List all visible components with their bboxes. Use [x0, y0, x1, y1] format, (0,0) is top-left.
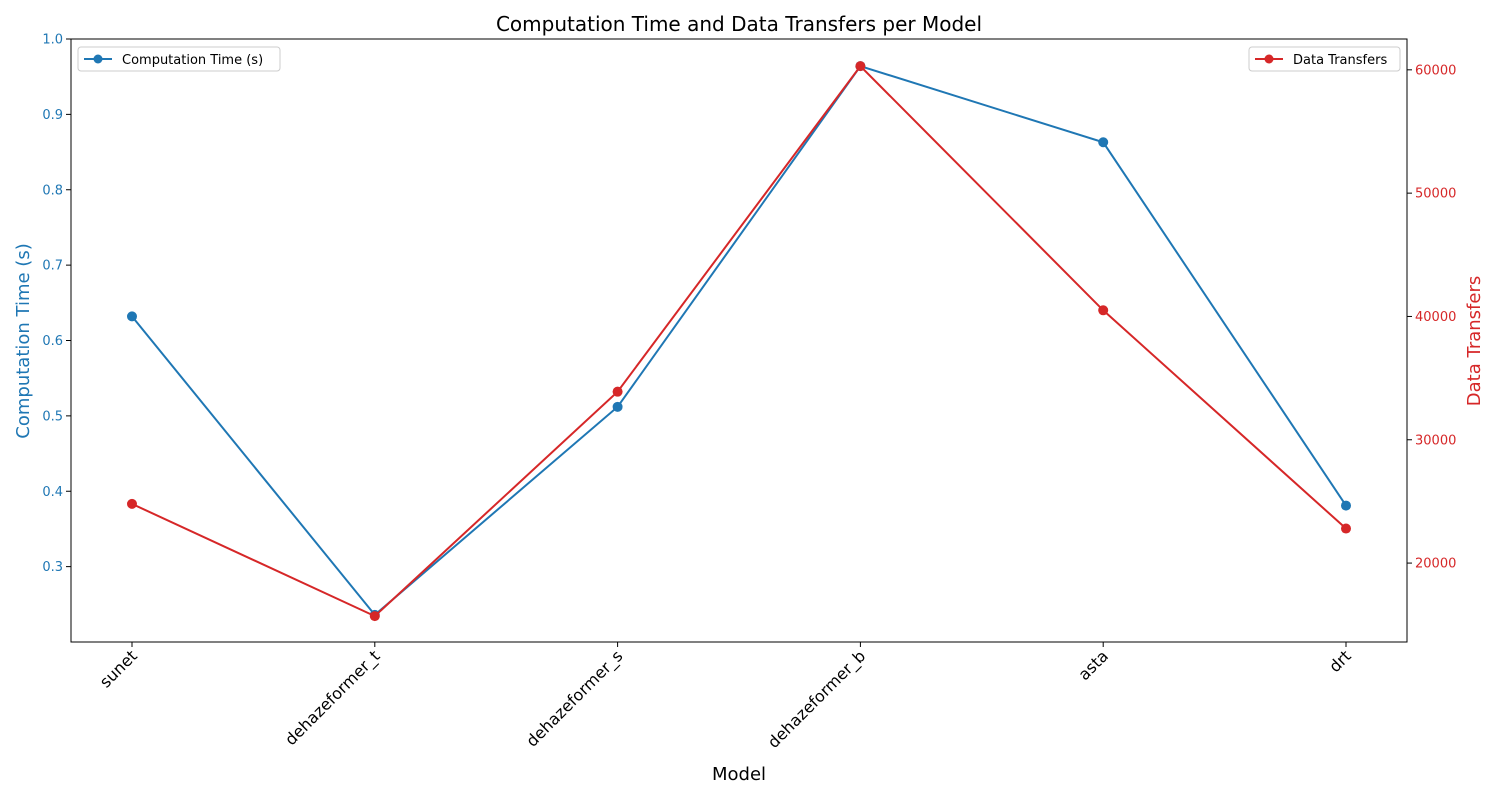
x-tick-label: dehazeformer_t: [281, 646, 384, 749]
legend-left-marker: [93, 54, 103, 64]
series-layer: [127, 61, 1351, 622]
computation-time-point: [127, 311, 137, 322]
legend-right: Data Transfers: [1248, 46, 1401, 72]
legend-right-label: Data Transfers: [1293, 53, 1387, 68]
x-tick-label: sunet: [96, 646, 141, 691]
right-tick-label: 40000: [1415, 310, 1456, 325]
left-axis-ticks: 0.3 0.4 0.5 0.6 0.7 0.8 0.9 1.0: [42, 33, 71, 575]
legend-right-box: [1248, 46, 1401, 72]
right-tick-label: 30000: [1415, 433, 1456, 448]
left-tick-label: 0.6: [42, 334, 63, 349]
computation-time-point: [612, 401, 623, 412]
right-tick-label: 50000: [1415, 187, 1456, 202]
legend-left: Computation Time (s): [77, 46, 281, 72]
data-transfers-point: [1341, 523, 1351, 534]
left-tick-label: 0.5: [42, 409, 63, 424]
left-tick-label: 0.4: [42, 485, 63, 500]
x-axis-ticks: sunet dehazeformer_t dehazeformer_s dehazef…: [96, 642, 1355, 753]
data-transfers-point: [369, 611, 380, 622]
x-tick-label: drt: [1325, 646, 1355, 676]
chart-title: Computation Time and Data Transfers per …: [496, 12, 982, 36]
left-tick-label: 0.8: [42, 183, 63, 198]
left-tick-label: 0.7: [42, 259, 63, 274]
right-tick-label: 60000: [1415, 63, 1456, 78]
plot-area: [70, 38, 1408, 643]
legend-left-label: Computation Time (s): [122, 53, 263, 68]
data-transfers-point: [612, 386, 623, 397]
x-axis-label: Model: [712, 764, 766, 785]
data-transfers-point: [855, 61, 866, 72]
x-tick-label: dehazeformer_s: [522, 646, 627, 751]
left-tick-label: 0.9: [42, 108, 63, 123]
left-tick-label: 1.0: [42, 33, 63, 48]
left-axis-label: Computation Time (s): [13, 243, 34, 438]
series-line-computation-time: [131, 64, 1347, 617]
x-tick-label: dehazeformer_b: [764, 646, 870, 752]
computation-time-point: [1098, 137, 1109, 148]
data-transfers-point: [1098, 305, 1109, 316]
right-tick-label: 20000: [1415, 557, 1456, 572]
right-axis-label: Data Transfers: [1464, 276, 1485, 406]
x-tick-label: asta: [1074, 646, 1112, 684]
series-line-data-transfers: [131, 64, 1347, 618]
computation-time-point: [1341, 500, 1351, 511]
legend-left-box: [77, 46, 281, 72]
left-tick-label: 0.3: [42, 560, 63, 575]
data-transfers-point: [127, 498, 137, 509]
right-axis-ticks: 20000 30000 40000 50000 60000: [1407, 63, 1456, 572]
legend-right-marker: [1264, 54, 1274, 64]
